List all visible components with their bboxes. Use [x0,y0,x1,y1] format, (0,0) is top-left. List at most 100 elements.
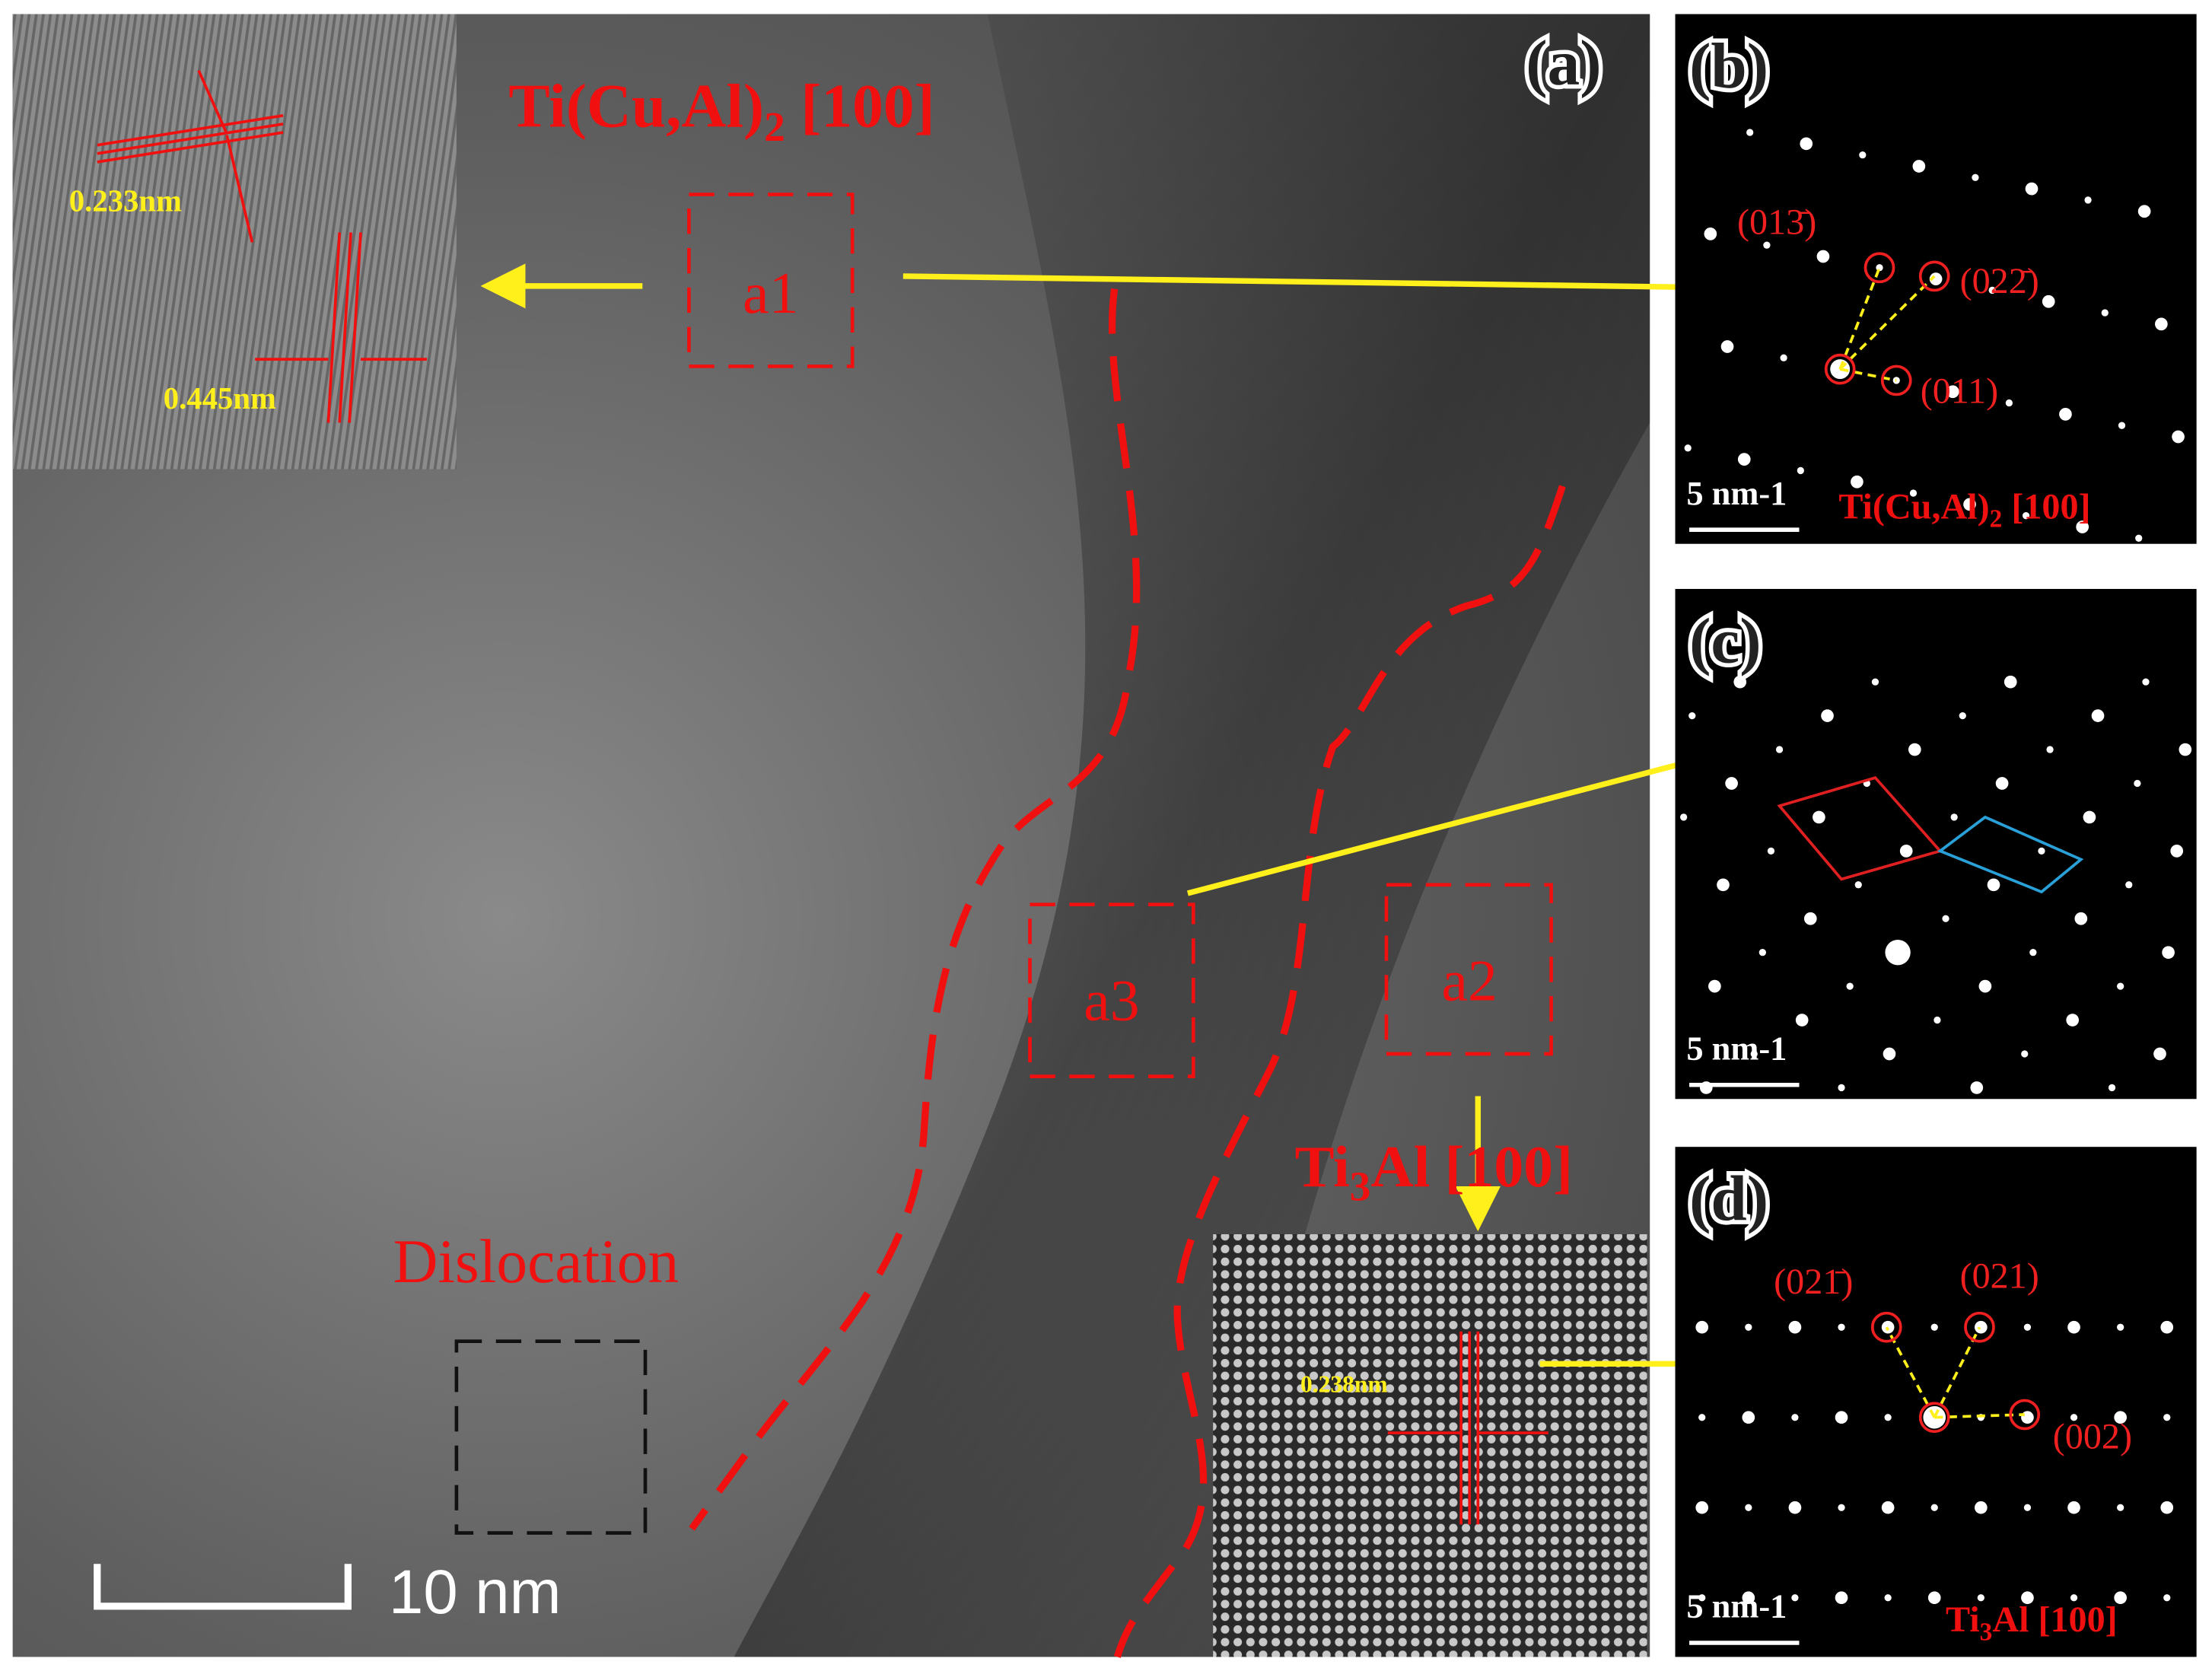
diffraction-spot [1838,1084,1845,1092]
diffraction-spot [1930,1323,1938,1331]
panel-label: (b) [1689,30,1768,102]
diffraction-spot [1942,915,1949,922]
diffraction-spot [1767,847,1775,855]
diffraction-spot [1946,385,1959,399]
diffraction-spot [1733,675,1747,689]
diffraction-spot [1987,878,2000,892]
diffraction-spot [1803,912,1817,925]
diffraction-spot [1871,678,1879,686]
diffraction-spot [1704,228,1717,240]
diffraction-spot [1908,743,1921,756]
diffraction-spot [2046,746,2054,753]
diffraction-spot [2172,430,2185,444]
diffraction-spot [2162,946,2175,960]
scale-bar [94,1564,352,1610]
diffraction-spot [1763,241,1771,249]
diffraction-spot [1885,940,1911,966]
scale-bar-label: 5 nm-1 [1686,1587,1787,1625]
dislocation-box [454,1339,648,1535]
diffraction-spot [2059,408,2072,421]
diffraction-spot [1835,1411,1848,1424]
scale-bar-label: 10 nm [389,1558,561,1627]
phase-label: Ti3Al [100] [1946,1599,2118,1646]
diffraction-spot [1737,453,1751,466]
diffraction-spot [1883,1047,1896,1061]
diffraction-spot [1795,1014,1809,1026]
diffraction-spot [2114,1411,2127,1424]
phase-label: Ti(Cu,Al)2 [100] [508,72,934,151]
diffraction-spot [1780,354,1787,361]
diffraction-spot [1835,1591,1848,1605]
diffraction-spot [1788,1320,1802,1334]
grain-boundaries [689,288,1566,1658]
diffraction-spot [1816,250,1830,263]
diffraction-spot [1821,709,1834,722]
lattice-cells [1777,775,2084,894]
diffraction-spot [1930,1504,1938,1511]
spot-label: (021) [1960,1256,2039,1296]
spacing-label: 0.238nm [1300,1370,1388,1397]
diffraction-spot [1688,711,1696,720]
panel-label: (d) [1689,1163,1768,1234]
diffraction-spot [1838,1323,1845,1331]
diffraction-spot [1881,1501,1895,1514]
diffraction-spot [2134,779,2141,788]
diffraction-spot [2083,810,2096,824]
diffraction-spot [1791,1594,1799,1602]
diffraction-spot [1775,746,1784,753]
diffraction-spot [2067,1320,2080,1334]
diffraction-spot [1972,173,1979,181]
scale-bar-label: 5 nm-1 [1686,474,1787,512]
dark-band [734,14,1650,1657]
diffraction-spot [2067,1501,2080,1514]
diffraction-spot [2021,1050,2029,1058]
diffraction-spot [2038,847,2045,855]
diffraction-spot [1851,475,1863,489]
diffraction-spot [1684,444,1692,452]
diffraction-spot [1745,1323,1752,1331]
diffraction-spot [2091,709,2105,722]
diffraction-spot [2066,1014,2080,1026]
region-label: a1 [743,260,798,326]
diffraction-spot [2084,196,2092,204]
diffraction-spot [2023,1504,2032,1511]
diffraction-spot [1750,1050,1758,1058]
diffraction-spot [1950,813,1958,821]
diffraction-spot [1975,1320,1988,1334]
phase-label: Ti3Al [100] [1295,1134,1573,1211]
diffraction-spot [1884,1594,1892,1602]
diffraction-spot [1788,1501,1802,1514]
diffraction-spot [2135,534,2143,542]
diffraction-spot [2160,1320,2174,1334]
diffraction-spot [2163,1594,2171,1602]
diffraction-spot [2021,1411,2034,1424]
scale-bars [1689,527,1800,1645]
diffraction-spot [2114,1591,2127,1605]
diffraction-spot [1698,1414,1706,1421]
diffraction-spot [2170,845,2184,858]
spot-circles [1824,252,2041,1434]
region-boxes [687,193,1553,1078]
diffraction-spot [2076,520,2089,533]
diffraction-spot [1859,151,1867,159]
diffraction-spot [1975,1501,1988,1514]
diffraction-spot [1963,498,1976,511]
diffraction-spot [2108,1084,2116,1092]
spot-label: (013̄) [1737,202,1816,242]
diffraction-spot [2163,1414,2171,1421]
diffraction-spot [1854,881,1862,889]
diffraction-spot [1884,1414,1892,1421]
diffraction-spot [1725,777,1738,790]
spacing-label: 0.233nm [69,184,182,218]
diffraction-spot [1791,1414,1799,1421]
diffraction-spot [1909,489,1918,497]
spot-label: (002) [2053,1416,2132,1456]
diffraction-spot [1978,979,1992,993]
diffraction-spot [2160,1501,2174,1514]
diffraction-spot [1800,137,1813,151]
diffraction-spot [2125,881,2133,889]
diffraction-spot [2117,1504,2124,1511]
diffraction-spot [2005,399,2013,407]
diffraction-spot [1813,810,1825,824]
